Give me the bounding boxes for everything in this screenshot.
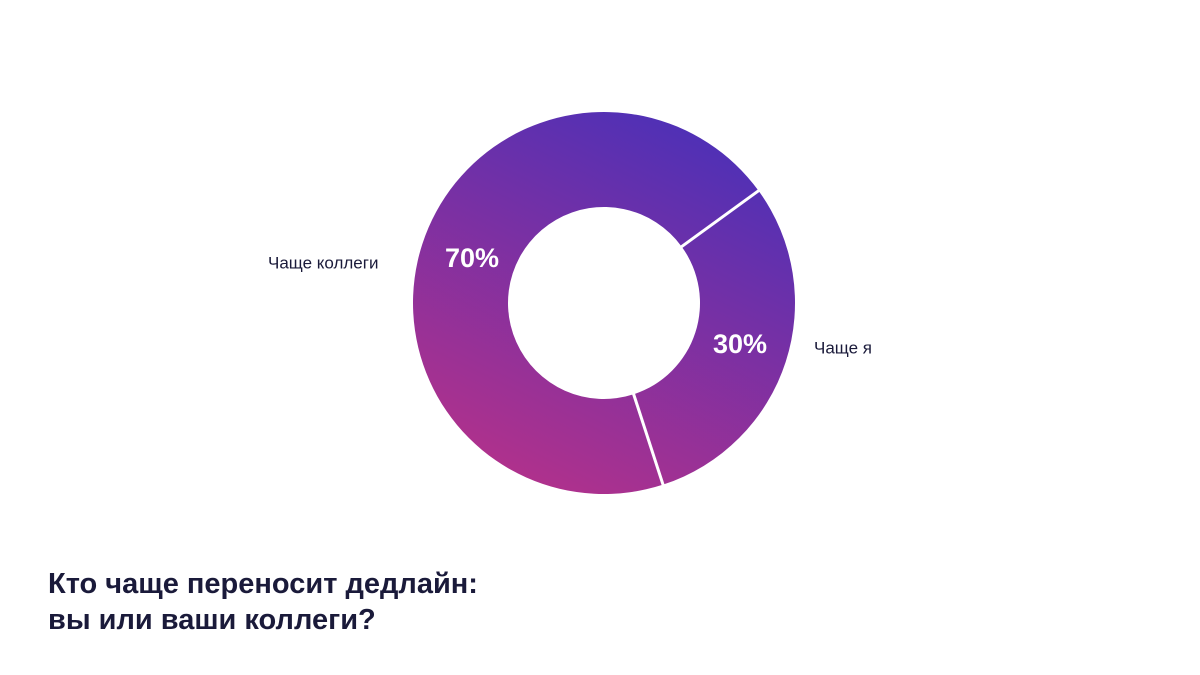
slice-category-label-1: Чаще коллеги (268, 253, 378, 272)
chart-title-line-1: Кто чаще переносит дедлайн: (48, 568, 478, 600)
chart-title: Кто чаще переносит дедлайн: вы или ваши … (48, 566, 748, 638)
slice-category-label-2: Чаще я (814, 338, 872, 357)
slice-separator-2 (631, 392, 666, 488)
slice-value-label-1: 70% (445, 243, 499, 273)
slice-separator-1 (679, 188, 762, 249)
slice-value-label-2: 30% (713, 329, 767, 359)
donut-slice-1 (413, 112, 759, 495)
donut-slice-2 (633, 190, 795, 485)
chart-title-line-2: вы или ваши коллеги? (48, 604, 376, 636)
